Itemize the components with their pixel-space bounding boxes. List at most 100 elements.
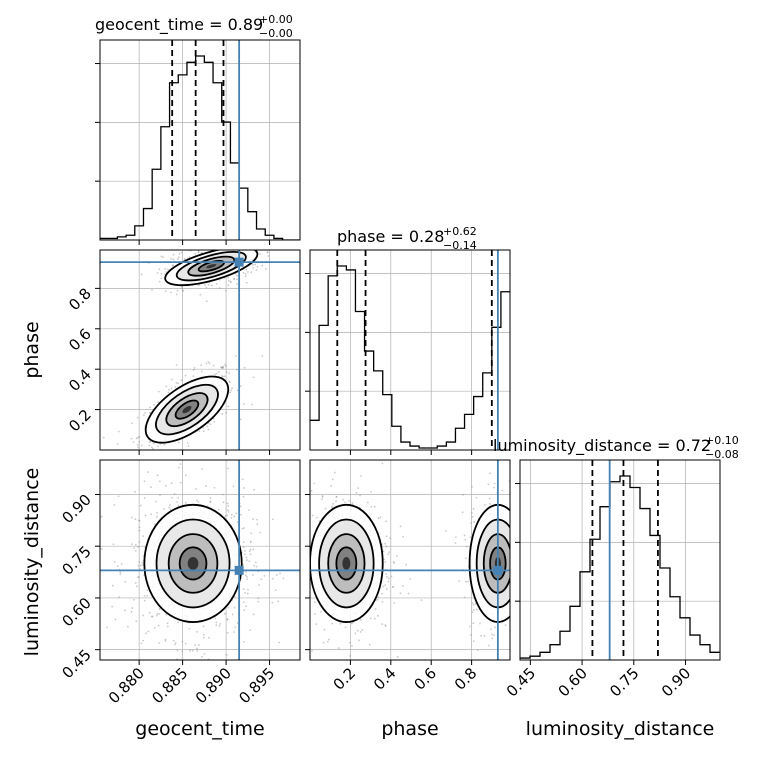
grid-geocent-time xyxy=(100,40,300,240)
sample-point xyxy=(351,644,353,647)
sample-point xyxy=(393,602,396,604)
sample-point xyxy=(239,385,242,388)
sample-point xyxy=(524,547,526,549)
contour-line xyxy=(164,250,259,287)
sample-point xyxy=(221,375,223,377)
sample-point xyxy=(351,501,354,504)
truth-marker xyxy=(493,565,503,575)
sample-point xyxy=(174,641,177,644)
sample-point xyxy=(257,600,260,603)
sample-point xyxy=(136,443,139,446)
sample-point xyxy=(493,634,495,636)
sample-point xyxy=(513,573,515,575)
sample-point xyxy=(134,549,137,552)
sample-point xyxy=(126,625,129,628)
title-luminosity-distance: luminosity_distance = 0.72 xyxy=(493,436,711,456)
x-tick-label-geocent-time: 0.880 xyxy=(105,664,148,707)
sample-point xyxy=(480,634,482,637)
sample-point xyxy=(335,495,338,498)
plot-area xyxy=(91,460,300,660)
sample-point xyxy=(169,291,172,294)
sample-point xyxy=(536,579,538,581)
sample-point xyxy=(247,270,249,273)
sample-point xyxy=(489,472,492,475)
sample-point xyxy=(153,455,155,457)
contour-line xyxy=(155,518,231,609)
sample-point xyxy=(158,613,161,615)
sample-point xyxy=(188,256,191,259)
sample-point xyxy=(306,570,308,572)
sample-point xyxy=(471,515,474,518)
sample-point xyxy=(180,285,183,288)
sample-point xyxy=(207,428,210,431)
sample-point xyxy=(385,535,388,538)
sample-point xyxy=(213,486,216,489)
sample-point xyxy=(236,521,239,523)
sample-point xyxy=(252,574,254,576)
sample-point xyxy=(164,484,167,487)
sample-point xyxy=(490,628,492,631)
sample-point xyxy=(354,632,357,635)
contour-line xyxy=(310,503,384,623)
sample-point xyxy=(393,561,396,564)
sample-point xyxy=(525,630,527,632)
sample-point xyxy=(150,615,153,618)
x-tick-label-geocent-time: 0.895 xyxy=(235,664,278,707)
sample-point xyxy=(226,502,229,505)
sample-point xyxy=(310,489,313,492)
sample-point xyxy=(472,640,475,643)
sample-point xyxy=(232,485,235,488)
sample-point xyxy=(384,584,387,587)
sample-point xyxy=(521,584,523,586)
sample-point xyxy=(135,620,138,623)
sample-point xyxy=(177,466,180,469)
sample-point xyxy=(471,601,474,604)
sample-point xyxy=(493,482,496,485)
sample-point xyxy=(172,478,174,480)
sample-point xyxy=(332,662,334,664)
sample-point xyxy=(215,624,218,627)
sample-point xyxy=(133,453,135,455)
sample-point xyxy=(158,608,161,610)
sample-point xyxy=(252,376,255,379)
sample-point xyxy=(306,558,308,560)
sample-point xyxy=(198,644,200,647)
density-level xyxy=(206,264,217,269)
sample-point xyxy=(111,584,114,587)
sample-point xyxy=(520,572,522,574)
sample-point xyxy=(188,627,191,630)
plot-area xyxy=(282,460,541,664)
sample-point xyxy=(282,611,284,613)
sample-point xyxy=(513,548,515,550)
sample-point xyxy=(454,542,457,544)
sample-point xyxy=(180,379,183,382)
sample-point xyxy=(138,541,141,543)
sample-point xyxy=(229,280,232,283)
sample-point xyxy=(516,580,518,582)
sample-point xyxy=(255,565,258,568)
sample-point xyxy=(401,584,404,587)
sample-point xyxy=(160,277,163,280)
sample-point xyxy=(232,278,235,280)
sample-point xyxy=(148,611,151,614)
sample-point xyxy=(162,508,165,510)
sample-point xyxy=(539,560,541,562)
sample-point xyxy=(141,561,144,564)
grid-2d xyxy=(100,250,300,450)
sample-point xyxy=(516,501,518,503)
sample-point xyxy=(138,435,141,438)
sample-point xyxy=(132,477,134,479)
sample-point xyxy=(197,500,200,503)
sample-point xyxy=(177,441,180,444)
2d-panel-luminosity-distance-vs-geocent-time: 0.880 0.885 0.890 0.895 0.45 0.60 0.75 0.90 xyxy=(58,459,301,707)
sample-point xyxy=(205,485,207,487)
sample-point xyxy=(471,485,473,488)
sample-point xyxy=(184,501,187,504)
sample-point xyxy=(172,264,174,267)
sample-point xyxy=(91,618,93,620)
sample-point xyxy=(210,284,213,287)
sample-point xyxy=(465,545,468,548)
title-phase: phase = 0.28 xyxy=(337,227,444,246)
sample-point xyxy=(244,236,246,238)
sample-point xyxy=(366,501,369,504)
